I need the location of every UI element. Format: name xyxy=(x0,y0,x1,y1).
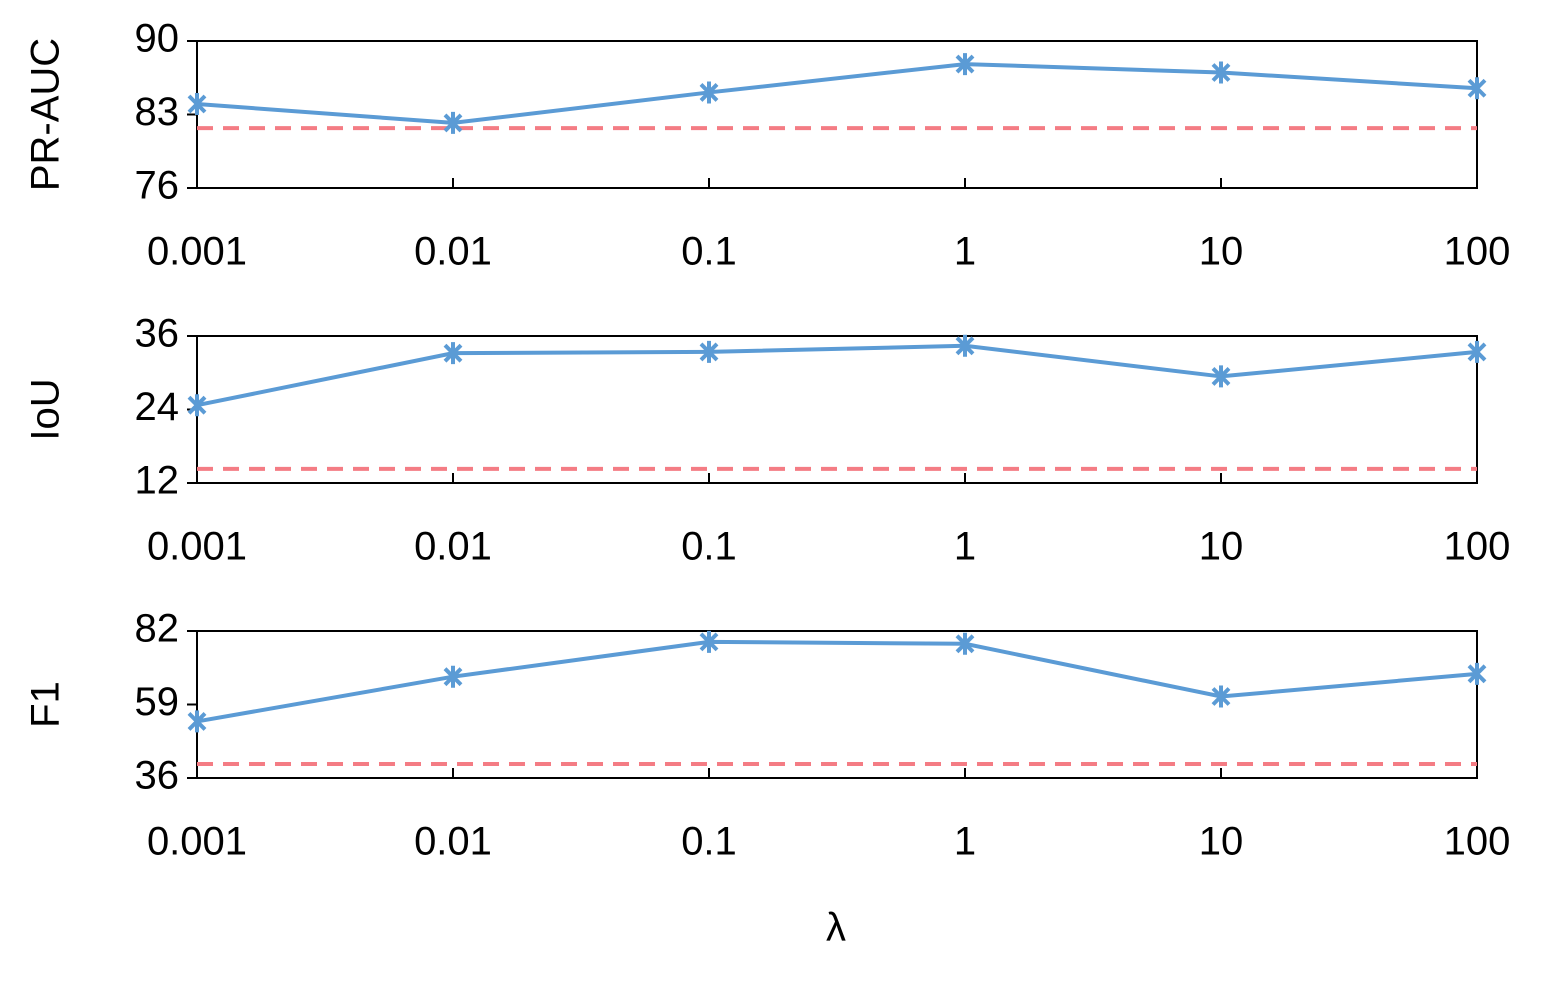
marker xyxy=(1467,340,1487,363)
x-tick-label: 10 xyxy=(1199,230,1244,274)
plot-frame xyxy=(196,40,1478,189)
marker xyxy=(443,111,463,134)
marker xyxy=(699,81,719,104)
x-tick-label: 0.01 xyxy=(414,230,492,274)
series-line xyxy=(196,62,1478,125)
y-tick-label: 90 xyxy=(135,17,180,61)
x-tick-label: 0.1 xyxy=(681,820,737,864)
y-tick-label: 36 xyxy=(135,754,180,798)
marker xyxy=(1467,77,1487,100)
marker xyxy=(187,93,207,115)
x-tick-label: 1 xyxy=(954,230,976,274)
x-tick-label: 1 xyxy=(954,525,976,569)
marker xyxy=(955,334,975,357)
marker xyxy=(1211,61,1231,84)
x-tick-label: 0.001 xyxy=(147,820,247,864)
marker xyxy=(187,710,207,733)
marker xyxy=(1467,662,1487,685)
marker xyxy=(443,665,463,688)
series-line xyxy=(196,639,1478,724)
marker xyxy=(187,394,207,417)
y-tick-label: 24 xyxy=(135,385,180,429)
marker xyxy=(443,342,463,365)
y-tick-label: 76 xyxy=(135,164,180,208)
x-tick-label: 0.1 xyxy=(681,230,737,274)
x-tick-label: 0.1 xyxy=(681,525,737,569)
marker xyxy=(699,630,719,653)
x-tick-label: 0.001 xyxy=(147,230,247,274)
y-axis-label: IoU xyxy=(24,378,68,440)
y-tick-label: 59 xyxy=(135,680,180,724)
y-tick-label: 12 xyxy=(135,459,180,503)
y-tick-label: 36 xyxy=(135,312,180,356)
x-tick-label: 10 xyxy=(1199,525,1244,569)
x-tick-label: 0.01 xyxy=(414,525,492,569)
y-tick-label: 82 xyxy=(135,607,180,651)
x-tick-label: 100 xyxy=(1444,525,1511,569)
plot-frame xyxy=(196,335,1478,484)
marker xyxy=(955,632,975,655)
x-axis-label: λ xyxy=(826,906,846,950)
x-tick-label: 100 xyxy=(1444,230,1511,274)
y-axis-label: PR-AUC xyxy=(24,38,68,191)
marker xyxy=(1211,365,1231,388)
marker xyxy=(955,53,975,76)
x-tick-label: 1 xyxy=(954,820,976,864)
y-tick-label: 83 xyxy=(135,90,180,134)
series-line xyxy=(196,343,1478,408)
x-tick-label: 100 xyxy=(1444,820,1511,864)
plot-frame xyxy=(196,630,1478,779)
marker xyxy=(699,340,719,363)
y-axis-label: F1 xyxy=(24,681,68,728)
x-tick-label: 10 xyxy=(1199,820,1244,864)
marker xyxy=(1211,685,1231,708)
x-tick-label: 0.01 xyxy=(414,820,492,864)
x-tick-label: 0.001 xyxy=(147,525,247,569)
